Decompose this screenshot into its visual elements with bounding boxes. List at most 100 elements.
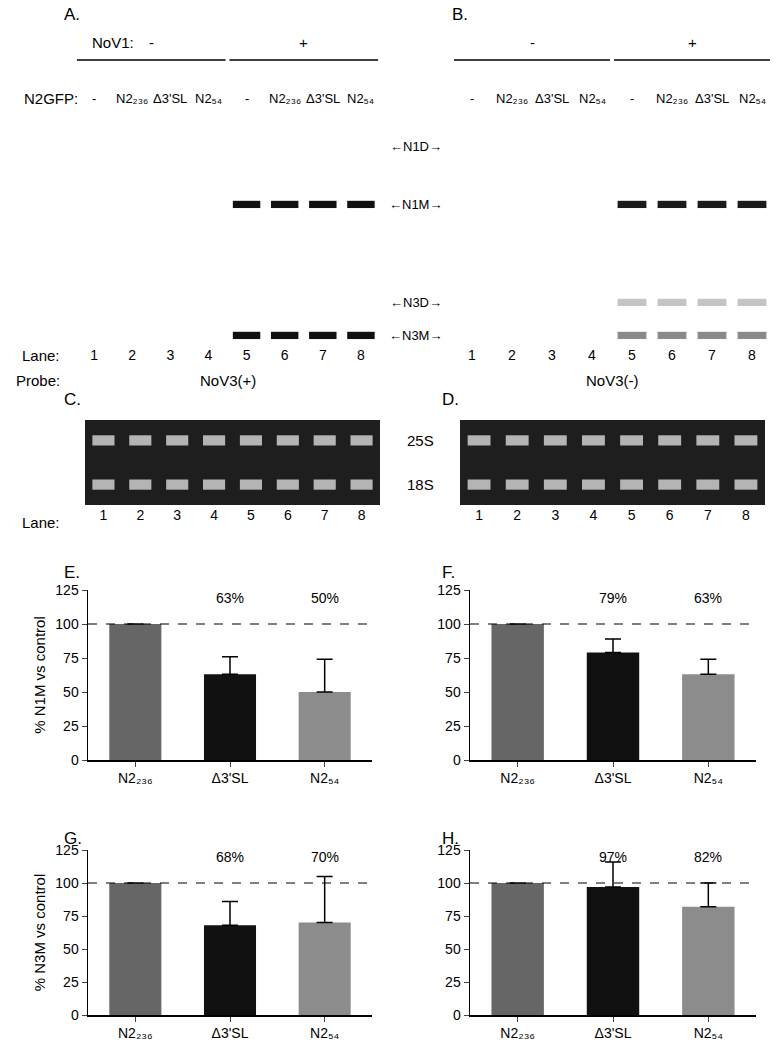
svg-text:5: 5 [628, 347, 636, 363]
svg-text:50: 50 [445, 941, 461, 957]
svg-text:N2₅₄: N2₅₄ [310, 770, 340, 786]
svg-text:100: 100 [437, 616, 461, 632]
svg-text:63%: 63% [216, 590, 244, 606]
svg-text:N2₅₄: N2₅₄ [347, 91, 374, 106]
svg-text:% N1M vs control: % N1M vs control [31, 616, 48, 734]
svg-text:Lane:: Lane: [22, 347, 60, 364]
svg-text:4: 4 [210, 507, 218, 523]
svg-text:E.: E. [64, 563, 80, 582]
svg-text:125: 125 [437, 582, 461, 598]
svg-text:7: 7 [319, 347, 327, 363]
svg-text:3: 3 [166, 347, 174, 363]
svg-text:←N1M→: ←N1M→ [389, 197, 442, 212]
svg-text:-: - [630, 91, 634, 106]
svg-text:F.: F. [442, 563, 455, 582]
svg-text:100: 100 [55, 616, 79, 632]
svg-text:100: 100 [437, 875, 461, 891]
svg-text:25S: 25S [407, 432, 434, 449]
svg-text:0: 0 [71, 1007, 79, 1023]
svg-text:% N3M vs control: % N3M vs control [31, 874, 48, 992]
svg-text:63%: 63% [694, 590, 722, 606]
svg-text:N2₂₃₆: N2₂₃₆ [656, 91, 688, 106]
svg-text:G.: G. [64, 829, 82, 848]
svg-text:25: 25 [445, 974, 461, 990]
svg-text:Probe:: Probe: [16, 372, 60, 389]
svg-text:B.: B. [452, 5, 468, 24]
svg-text:2: 2 [136, 507, 144, 523]
svg-text:1: 1 [100, 507, 108, 523]
svg-text:2: 2 [513, 507, 521, 523]
svg-text:NoV3(+): NoV3(+) [200, 372, 256, 389]
svg-text:N2₂₃₆: N2₂₃₆ [118, 1025, 153, 1041]
svg-text:6: 6 [666, 507, 674, 523]
svg-text:Δ3'SL: Δ3'SL [595, 770, 632, 786]
svg-text:N2₂₃₆: N2₂₃₆ [269, 91, 301, 106]
svg-text:75: 75 [445, 650, 461, 666]
svg-text:D.: D. [442, 390, 459, 409]
svg-text:25: 25 [63, 718, 79, 734]
svg-text:N2₂₃₆: N2₂₃₆ [500, 1025, 535, 1041]
svg-text:50%: 50% [311, 590, 339, 606]
svg-text:+: + [688, 34, 697, 51]
svg-text:N2GFP:: N2GFP: [24, 90, 78, 107]
svg-text:←N1D→: ←N1D→ [390, 139, 442, 154]
svg-text:Δ3'SL: Δ3'SL [695, 91, 729, 106]
svg-text:N2₅₄: N2₅₄ [739, 91, 766, 106]
svg-text:Δ3'SL: Δ3'SL [212, 1025, 249, 1041]
svg-text:7: 7 [704, 507, 712, 523]
svg-text:N2₂₃₆: N2₂₃₆ [496, 91, 528, 106]
svg-text:5: 5 [247, 507, 255, 523]
svg-text:N2₂₃₆: N2₂₃₆ [500, 770, 535, 786]
svg-text:8: 8 [357, 347, 365, 363]
svg-text:1: 1 [468, 347, 476, 363]
svg-text:8: 8 [358, 507, 366, 523]
svg-text:125: 125 [55, 582, 79, 598]
svg-text:75: 75 [445, 908, 461, 924]
svg-text:79%: 79% [599, 590, 627, 606]
svg-text:-: - [245, 91, 249, 106]
svg-text:Δ3'SL: Δ3'SL [212, 770, 249, 786]
svg-text:NoV3(-): NoV3(-) [586, 372, 639, 389]
svg-text:125: 125 [437, 842, 461, 858]
svg-text:NoV1:: NoV1: [92, 34, 134, 51]
svg-text:5: 5 [243, 347, 251, 363]
svg-text:N2₂₃₆: N2₂₃₆ [116, 91, 148, 106]
svg-text:6: 6 [284, 507, 292, 523]
svg-text:4: 4 [590, 507, 598, 523]
svg-text:0: 0 [453, 1007, 461, 1023]
svg-text:25: 25 [63, 974, 79, 990]
svg-text:A.: A. [64, 5, 80, 24]
svg-text:7: 7 [321, 507, 329, 523]
svg-text:50: 50 [63, 941, 79, 957]
svg-text:125: 125 [55, 842, 79, 858]
svg-text:+: + [299, 34, 308, 51]
svg-text:75: 75 [63, 650, 79, 666]
svg-text:3: 3 [551, 507, 559, 523]
svg-text:N2₂₃₆: N2₂₃₆ [118, 770, 153, 786]
svg-text:97%: 97% [599, 849, 627, 865]
svg-text:-: - [530, 34, 535, 51]
svg-text:100: 100 [55, 875, 79, 891]
svg-text:N2₅₄: N2₅₄ [579, 91, 606, 106]
svg-text:N2₅₄: N2₅₄ [694, 1025, 724, 1041]
svg-text:18S: 18S [407, 476, 434, 493]
svg-text:8: 8 [748, 347, 756, 363]
svg-text:N2₅₄: N2₅₄ [694, 770, 724, 786]
svg-text:25: 25 [445, 718, 461, 734]
svg-text:50: 50 [445, 684, 461, 700]
svg-text:2: 2 [508, 347, 516, 363]
svg-text:75: 75 [63, 908, 79, 924]
svg-text:N2₅₄: N2₅₄ [310, 1025, 340, 1041]
svg-text:8: 8 [742, 507, 750, 523]
svg-text:6: 6 [668, 347, 676, 363]
svg-text:←N3M→: ←N3M→ [389, 328, 442, 343]
svg-text:2: 2 [128, 347, 136, 363]
svg-text:0: 0 [71, 752, 79, 768]
svg-text:Lane:: Lane: [22, 514, 60, 531]
svg-text:C.: C. [64, 390, 81, 409]
svg-text:5: 5 [628, 507, 636, 523]
svg-text:70%: 70% [311, 849, 339, 865]
svg-text:7: 7 [708, 347, 716, 363]
svg-text:82%: 82% [694, 849, 722, 865]
svg-text:-: - [149, 34, 154, 51]
